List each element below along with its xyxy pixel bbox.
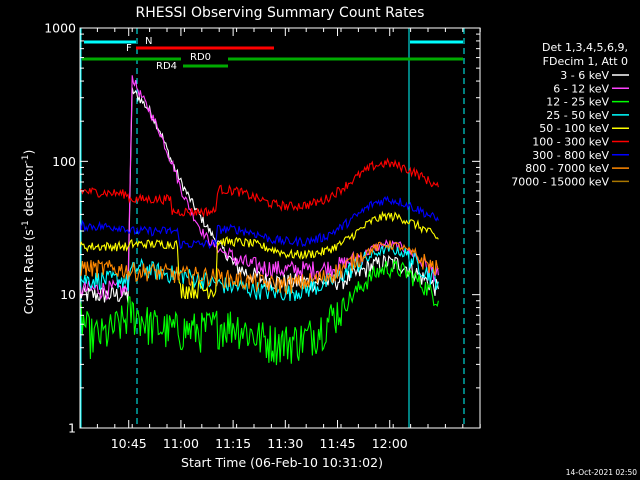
legend-header-line-2: FDecim 1, Att 0	[543, 55, 628, 68]
legend-label-1: 6 - 12 keV	[553, 82, 609, 95]
chart-title: RHESSI Observing Summary Count Rates	[136, 5, 425, 21]
series-line-1	[79, 75, 439, 301]
observing-flag-bars: N F RD0 RD4	[82, 36, 463, 72]
y-axis-ticks: 1 10 100 1000	[44, 21, 480, 436]
render-timestamp: 14-Oct-2021 02:50	[566, 468, 637, 477]
legend-label-8: 7000 - 15000 keV	[511, 175, 609, 188]
series-line-2	[79, 258, 439, 366]
x-tick-label-1: 11:00	[163, 436, 199, 451]
legend-label-3: 25 - 50 keV	[546, 109, 609, 122]
legend-label-5: 100 - 300 keV	[532, 136, 609, 149]
x-tick-label-5: 12:00	[372, 436, 408, 451]
legend: Det 1,3,4,5,6,9, FDecim 1, Att 0 3 - 6 k…	[511, 41, 629, 188]
rd4-bar-label: RD4	[156, 61, 177, 72]
flare-bar-label: F	[126, 43, 132, 54]
x-axis-ticks: 10:45 11:00 11:15 11:30 11:45 12:00	[79, 28, 481, 451]
plot-frame	[79, 27, 481, 429]
series-line-0	[79, 87, 439, 304]
legend-label-7: 800 - 7000 keV	[525, 162, 609, 175]
x-tick-label-2: 11:15	[215, 436, 251, 451]
legend-label-4: 50 - 100 keV	[539, 122, 609, 135]
y-tick-label-2: 100	[52, 154, 76, 169]
legend-label-2: 12 - 25 keV	[546, 96, 609, 109]
y-tick-label-0: 1	[68, 421, 76, 436]
legend-header-line-1: Det 1,3,4,5,6,9,	[542, 41, 628, 54]
x-tick-label-4: 11:45	[320, 436, 356, 451]
y-tick-label-3: 1000	[44, 21, 76, 36]
x-tick-label-3: 11:30	[267, 436, 303, 451]
x-tick-label-0: 10:45	[111, 436, 147, 451]
series-line-5	[79, 157, 439, 218]
rd0-bar-label: RD0	[190, 52, 211, 63]
legend-label-0: 3 - 6 keV	[560, 69, 609, 82]
series-line-4	[79, 210, 439, 300]
series-line-6	[79, 195, 439, 250]
series-line-7	[79, 240, 439, 296]
y-axis-label: Count Rate (s-1 detector-1)	[21, 150, 36, 315]
legend-label-6: 300 - 800 keV	[532, 149, 609, 162]
x-axis-label: Start Time (06-Feb-10 10:31:02)	[181, 455, 383, 470]
night-bar-label: N	[145, 36, 152, 47]
series-lines	[79, 75, 439, 366]
day-night-boundaries	[80, 28, 465, 428]
y-tick-label-1: 10	[60, 287, 76, 302]
